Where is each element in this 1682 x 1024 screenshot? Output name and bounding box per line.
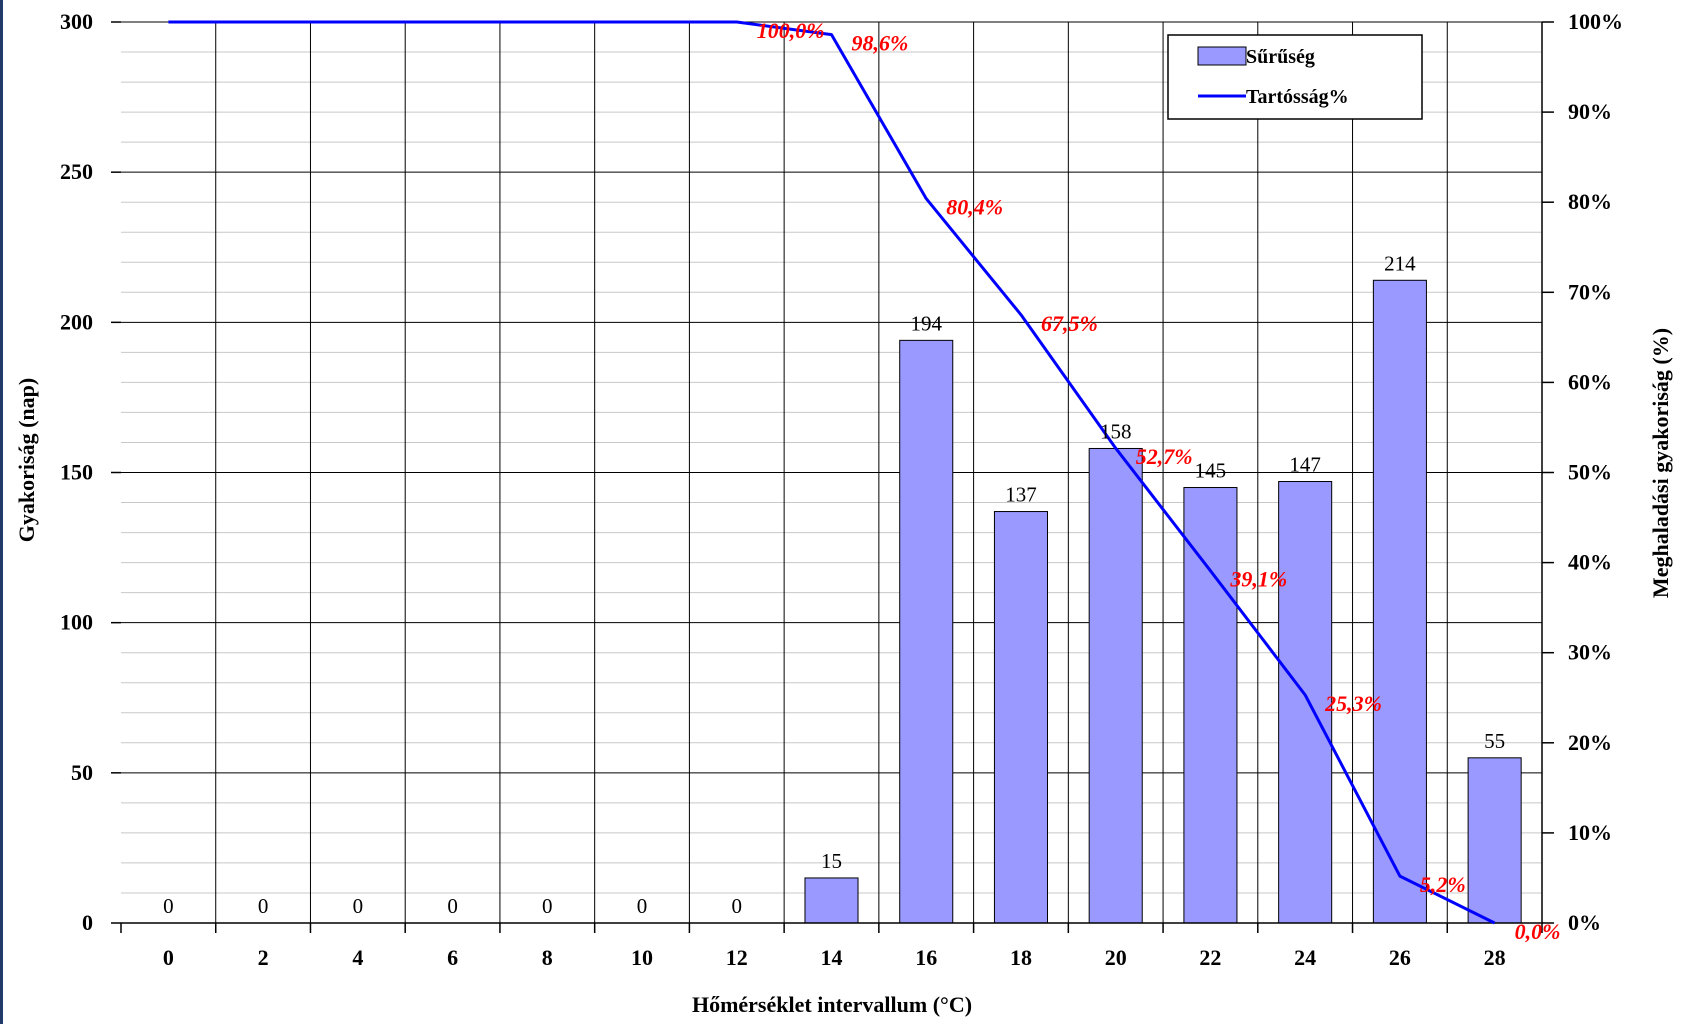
x-tick-label: 20 xyxy=(1105,945,1127,970)
bar-value-label: 145 xyxy=(1195,459,1227,483)
right-tick-label: 30% xyxy=(1568,640,1612,665)
bar xyxy=(1467,757,1522,924)
x-axis-title: Hőmérséklet intervallum (°C) xyxy=(692,992,972,1017)
right-tick-label: 60% xyxy=(1568,369,1612,394)
right-tick-label: 80% xyxy=(1568,189,1612,214)
bar-value-label: 158 xyxy=(1100,419,1132,443)
bars-layer xyxy=(804,279,1522,924)
bar-value-label: 0 xyxy=(447,894,458,918)
left-tick-label: 200 xyxy=(60,309,93,334)
x-tick-label: 26 xyxy=(1389,945,1411,970)
x-tick-label: 22 xyxy=(1199,945,1221,970)
percent-label: 39,1% xyxy=(1229,567,1287,592)
percent-label: 52,7% xyxy=(1136,444,1193,469)
bar-value-label: 0 xyxy=(542,894,553,918)
x-tick-label: 10 xyxy=(631,945,653,970)
x-tick-label: 0 xyxy=(163,945,174,970)
y-axis-title: Gyakoriság (nap) xyxy=(14,378,39,542)
x-tick-label: 14 xyxy=(821,945,843,970)
bar xyxy=(1183,487,1238,924)
bar-value-label: 137 xyxy=(1005,483,1037,507)
percent-label: 100,0% xyxy=(757,18,825,43)
bar-value-label: 147 xyxy=(1289,453,1321,477)
bar xyxy=(899,339,954,924)
bar-value-label: 0 xyxy=(258,894,269,918)
x-tick-label: 16 xyxy=(915,945,937,970)
right-tick-label: 70% xyxy=(1568,279,1612,304)
bar-value-label: 214 xyxy=(1384,251,1416,275)
bar xyxy=(1372,279,1427,924)
y2-axis-title: Meghaladási gyakoriság (%) xyxy=(1648,328,1673,598)
axes-layer: 0501001502002503000%10%20%30%40%50%60%70… xyxy=(60,9,1623,970)
x-tick-label: 2 xyxy=(258,945,269,970)
right-tick-label: 50% xyxy=(1568,460,1612,485)
bar-value-label: 0 xyxy=(637,894,648,918)
left-tick-label: 0 xyxy=(82,910,93,935)
left-tick-label: 50 xyxy=(71,760,93,785)
bar-value-label: 194 xyxy=(910,311,942,335)
legend-label-line: Tartósság% xyxy=(1246,86,1349,108)
right-tick-label: 0% xyxy=(1568,910,1601,935)
percent-label: 98,6% xyxy=(852,31,909,56)
bar-value-label: 55 xyxy=(1484,729,1505,753)
right-tick-label: 40% xyxy=(1568,550,1612,575)
left-tick-label: 250 xyxy=(60,159,93,184)
x-tick-label: 24 xyxy=(1294,945,1316,970)
x-tick-label: 18 xyxy=(1010,945,1032,970)
left-tick-label: 150 xyxy=(60,460,93,485)
left-edge-stripe xyxy=(0,0,3,1024)
x-tick-label: 6 xyxy=(447,945,458,970)
bar-value-label: 0 xyxy=(353,894,364,918)
right-tick-label: 100% xyxy=(1568,9,1623,34)
percent-label: 67,5% xyxy=(1041,311,1098,336)
percent-label: 0,0% xyxy=(1515,919,1561,944)
legend-label-bar: Sűrűség xyxy=(1246,46,1315,68)
line-layer xyxy=(168,20,1496,925)
bar xyxy=(1278,481,1333,924)
bar xyxy=(993,511,1048,924)
labels-layer: 0 0 0 0 0 0 0 15 194 137 158 145 147 214 55 100,0% 98,6%… xyxy=(163,18,1560,944)
right-tick-label: 10% xyxy=(1568,820,1612,845)
bar-value-label: 0 xyxy=(732,894,743,918)
percent-label: 80,4% xyxy=(946,195,1003,220)
legend: Sűrűség Tartósság% xyxy=(1167,34,1423,120)
right-tick-label: 90% xyxy=(1568,99,1612,124)
left-tick-label: 100 xyxy=(60,610,93,635)
x-tick-label: 12 xyxy=(726,945,748,970)
x-tick-label: 28 xyxy=(1484,945,1506,970)
right-tick-label: 20% xyxy=(1568,730,1612,755)
legend-swatch-bar xyxy=(1197,46,1247,66)
x-tick-label: 4 xyxy=(352,945,363,970)
left-tick-label: 300 xyxy=(60,9,93,34)
bar-value-label: 15 xyxy=(821,849,842,873)
bar xyxy=(1088,447,1143,924)
durability-line xyxy=(168,20,1496,925)
x-tick-label: 8 xyxy=(542,945,553,970)
bar xyxy=(804,877,859,924)
percent-label: 5,2% xyxy=(1420,872,1466,897)
percent-label: 25,3% xyxy=(1324,691,1382,716)
bar-value-label: 0 xyxy=(163,894,174,918)
